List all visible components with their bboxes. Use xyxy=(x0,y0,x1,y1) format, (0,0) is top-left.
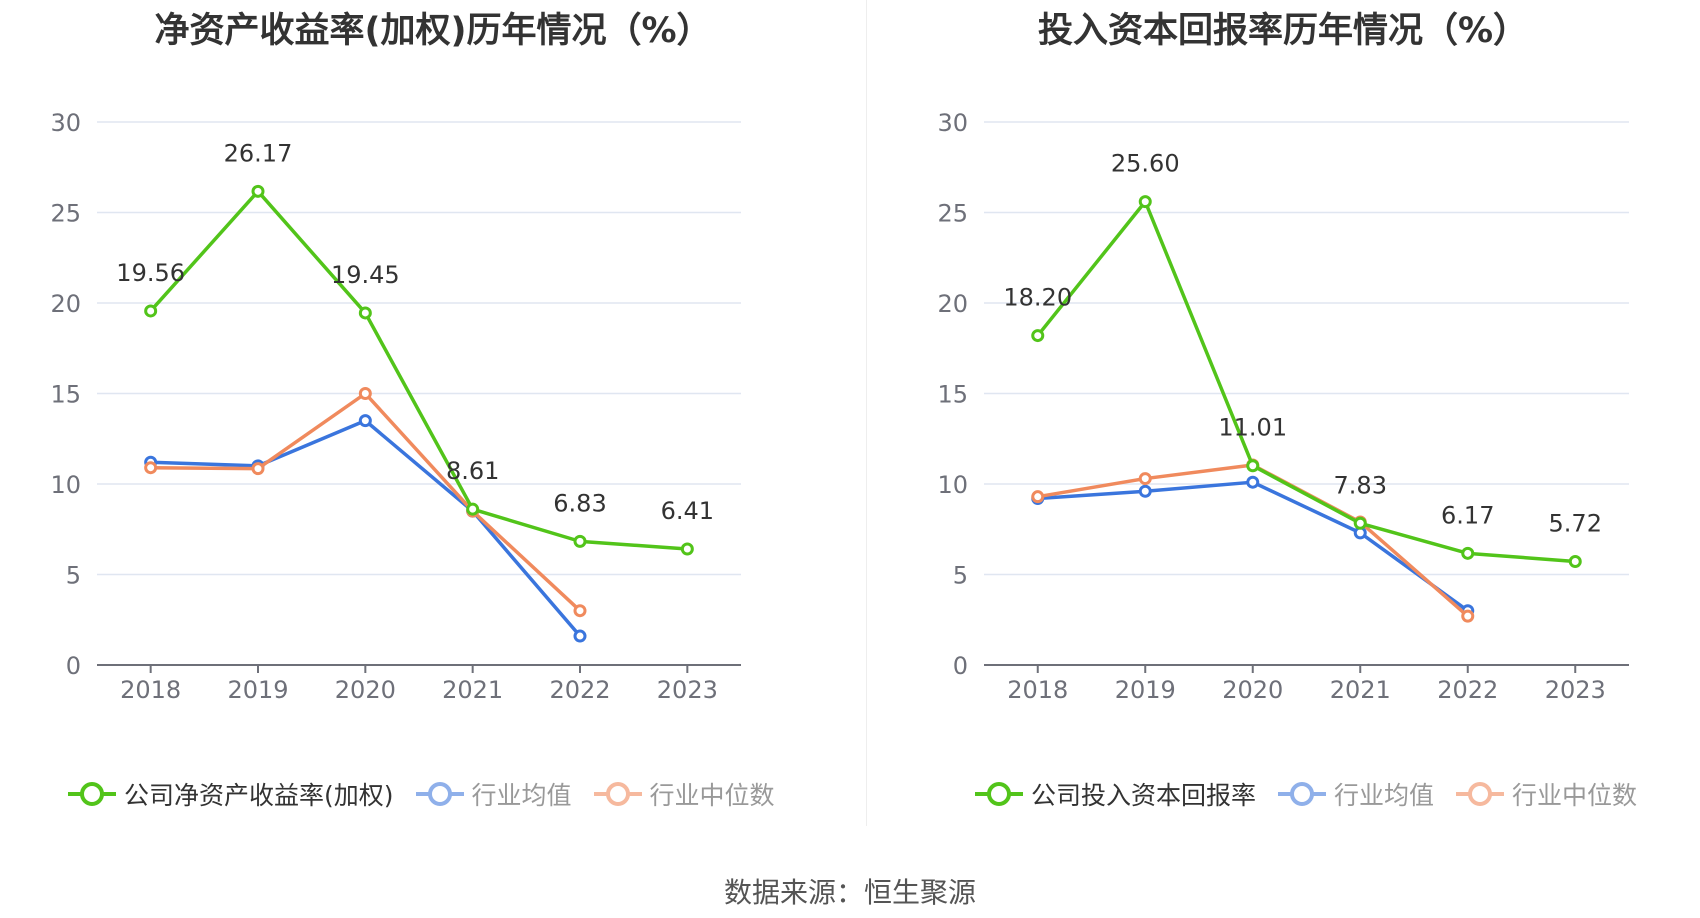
x-tick-label: 2019 xyxy=(227,676,288,704)
data-point xyxy=(573,534,587,548)
y-tick-label: 5 xyxy=(66,562,81,590)
legend-label: 公司投入资本回报率 xyxy=(1031,781,1257,810)
x-tick-label: 2019 xyxy=(1115,676,1176,704)
data-point xyxy=(1246,459,1260,473)
legend-label: 行业均值 xyxy=(1334,781,1435,810)
data-label: 18.20 xyxy=(1003,284,1072,312)
y-tick-label: 5 xyxy=(953,562,968,590)
y-tick-label: 0 xyxy=(66,652,81,680)
x-tick-label: 2018 xyxy=(1007,676,1068,704)
data-label: 26.17 xyxy=(224,139,293,167)
legend-item-company-roe[interactable]: 公司净资产收益率(加权) xyxy=(68,776,394,812)
data-point xyxy=(1031,490,1045,504)
legend-swatch-company xyxy=(68,782,116,806)
legend-label: 行业中位数 xyxy=(649,781,775,810)
data-label: 11.01 xyxy=(1218,414,1287,442)
y-tick-label: 20 xyxy=(937,290,968,318)
x-tick-label: 2023 xyxy=(1545,676,1606,704)
legend-label: 行业均值 xyxy=(471,781,572,810)
data-point xyxy=(1138,472,1152,486)
y-tick-label: 10 xyxy=(50,471,81,499)
legend-swatch-median xyxy=(1456,782,1505,806)
y-tick-label: 25 xyxy=(937,200,968,228)
y-tick-label: 30 xyxy=(50,109,81,137)
data-point xyxy=(1246,475,1260,489)
series-line xyxy=(1036,199,1576,564)
data-point xyxy=(466,502,480,516)
x-tick-label: 2022 xyxy=(1437,676,1498,704)
data-label: 5.72 xyxy=(1549,509,1602,537)
legend-item-industry-mean[interactable]: 行业均值 xyxy=(415,776,572,812)
y-tick-label: 25 xyxy=(50,200,81,228)
data-point xyxy=(680,542,694,556)
y-tick-label: 15 xyxy=(50,381,81,409)
data-point xyxy=(251,184,265,198)
legend-roe: 公司净资产收益率(加权) 行业均值 行业中位数 xyxy=(68,772,797,816)
data-point xyxy=(1461,609,1475,623)
legend-swatch-mean xyxy=(415,782,464,806)
y-tick-label: 10 xyxy=(937,471,968,499)
legend-swatch-median xyxy=(593,782,642,806)
x-tick-label: 2018 xyxy=(120,676,181,704)
x-tick-label: 2022 xyxy=(549,676,610,704)
x-tick-label: 2020 xyxy=(335,676,396,704)
x-tick-label: 2021 xyxy=(442,676,503,704)
data-point xyxy=(358,387,372,400)
data-point xyxy=(1353,516,1367,530)
series-line xyxy=(150,418,582,638)
data-label: 6.83 xyxy=(553,489,606,517)
data-label: 25.60 xyxy=(1111,150,1180,178)
x-tick-label: 2021 xyxy=(1330,676,1391,704)
data-point xyxy=(573,629,587,643)
legend-roic: 公司投入资本回报率 行业均值 行业中位数 xyxy=(975,772,1659,816)
y-tick-label: 20 xyxy=(50,290,81,318)
legend-item-industry-median[interactable]: 行业中位数 xyxy=(593,776,775,812)
data-point xyxy=(144,461,158,475)
chart-divider xyxy=(866,0,867,826)
roic-line-chart: 0 5 10 15 20 25 30 2018 2019 2020 2021 2022 2023 18.2… xyxy=(937,109,1629,704)
y-tick-label: 30 xyxy=(937,109,968,137)
series-line xyxy=(1037,480,1469,613)
data-label: 19.45 xyxy=(331,261,400,289)
chart-title-roe: 净资产收益率(加权)历年情况（%） xyxy=(154,11,712,51)
data-point xyxy=(1138,484,1152,498)
data-source: 数据来源：恒生聚源 xyxy=(723,876,976,909)
y-tick-label: 15 xyxy=(937,381,968,409)
legend-swatch-company xyxy=(975,782,1023,806)
data-point xyxy=(1461,546,1475,560)
data-point xyxy=(573,604,587,618)
data-point xyxy=(358,306,372,320)
series-line xyxy=(149,189,688,551)
data-point xyxy=(1138,195,1152,209)
data-label: 19.56 xyxy=(116,259,185,287)
data-point xyxy=(1568,554,1582,568)
data-point xyxy=(1031,329,1045,343)
legend-swatch-mean xyxy=(1278,782,1327,806)
data-label: 8.61 xyxy=(446,457,499,485)
roe-line-chart: 0 5 10 15 20 25 30 2018 2019 2020 2021 2022 2023 19.5… xyxy=(50,109,741,704)
legend-item-company-roic[interactable]: 公司投入资本回报率 xyxy=(975,776,1256,812)
data-label: 6.17 xyxy=(1441,501,1494,529)
legend-label: 行业中位数 xyxy=(1512,781,1638,810)
legend-label: 公司净资产收益率(加权) xyxy=(124,781,394,810)
legend-item-industry-mean[interactable]: 行业均值 xyxy=(1278,776,1434,812)
data-point xyxy=(251,462,265,476)
x-tick-label: 2023 xyxy=(657,676,718,704)
legend-item-industry-median[interactable]: 行业中位数 xyxy=(1456,776,1637,812)
data-label: 7.83 xyxy=(1334,471,1387,499)
data-point xyxy=(144,304,158,318)
y-tick-label: 0 xyxy=(953,652,968,680)
data-label: 6.41 xyxy=(661,497,714,525)
chart-title-roic: 投入资本回报率历年情况（%） xyxy=(1037,11,1529,51)
x-tick-label: 2020 xyxy=(1222,676,1283,704)
data-point xyxy=(358,414,372,428)
